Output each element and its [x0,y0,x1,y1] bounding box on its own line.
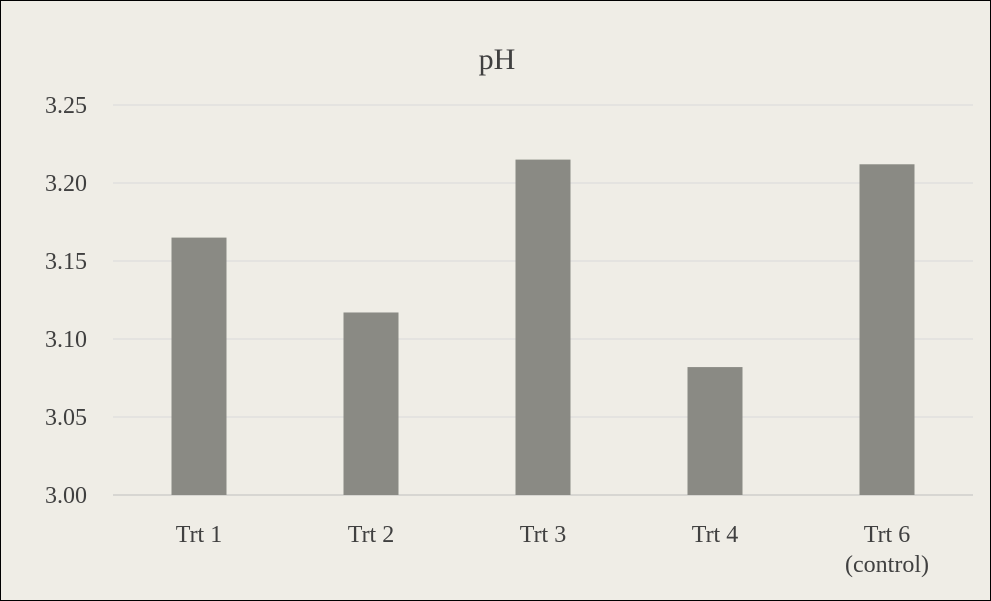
y-tick-label-3.15: 3.15 [45,249,87,275]
chart-title: pH [479,43,516,76]
y-tick-label-3.05: 3.05 [45,405,87,431]
bar-trt-2 [343,312,399,495]
x-tick-label-4: Trt 4 [692,522,738,548]
bar-trt-1 [171,237,227,495]
bars [171,159,915,495]
y-axis: 3.00 3.05 3.10 3.15 3.20 3.25 [45,93,87,509]
bar-trt-3 [515,159,571,495]
bar-trt-6-control [859,164,915,495]
x-tick-label-2: Trt 2 [348,522,394,548]
x-tick-label-5: Trt 6 (control) [845,522,929,578]
y-tick-label-3.00: 3.00 [45,483,87,509]
x-tick-label-1: Trt 1 [176,522,222,548]
y-tick-label-3.20: 3.20 [45,171,87,197]
x-axis: Trt 1 Trt 2 Trt 3 Trt 4 Trt 6 (control) [176,522,929,578]
y-tick-label-3.10: 3.10 [45,327,87,353]
y-tick-label-3.25: 3.25 [45,93,87,119]
x-tick-label-3: Trt 3 [520,522,566,548]
bar-trt-4 [687,367,743,495]
